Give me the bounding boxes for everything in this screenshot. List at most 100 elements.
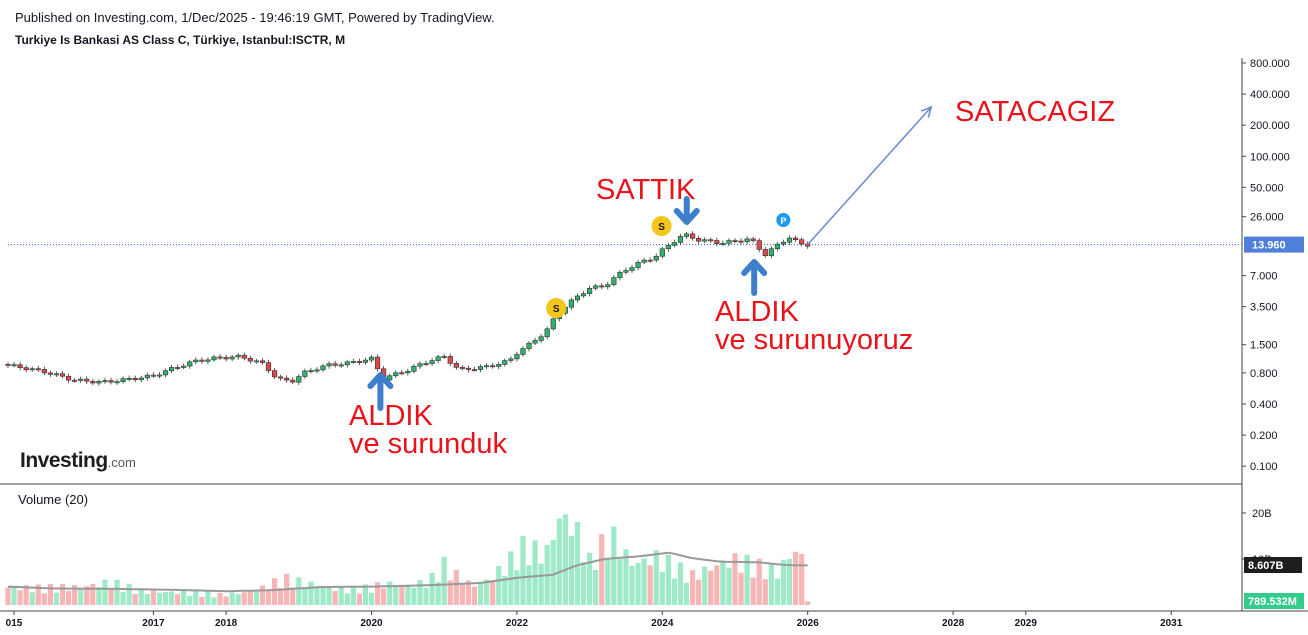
time-tick-label: 015 — [6, 618, 23, 629]
volume-bar — [774, 578, 781, 605]
time-tick-label: 2024 — [651, 618, 674, 629]
volume-bar — [308, 581, 314, 605]
volume-bar — [120, 591, 126, 605]
candle-body — [314, 369, 320, 372]
candle-body — [175, 367, 181, 369]
candle-body — [441, 356, 447, 358]
candle-body — [187, 361, 193, 367]
volume-bar — [259, 585, 266, 605]
candle-body — [41, 369, 47, 374]
candle-body — [538, 336, 544, 341]
volume-bar — [587, 552, 593, 605]
candle-body — [762, 249, 768, 257]
price-tick-label: 100.000 — [1250, 151, 1290, 163]
annotation-aldik-recent: ALDIK — [715, 296, 799, 328]
volume-bar — [374, 582, 381, 605]
volume-bar — [708, 570, 714, 605]
annotation-surunuyoruz: ve surunuyoruz — [715, 324, 914, 356]
candle-body — [150, 374, 157, 377]
candle-body — [278, 376, 284, 379]
candle-body — [284, 377, 290, 381]
candle-body — [90, 380, 96, 384]
candle-body — [665, 245, 671, 250]
volume-title: Volume (20) — [18, 492, 89, 507]
candle-body — [708, 239, 714, 242]
bought-2025-arrow-icon-head — [741, 259, 768, 276]
candle-body — [356, 361, 362, 363]
candle-body — [726, 240, 732, 244]
split-marker-label: S — [553, 304, 560, 315]
candle-body — [217, 356, 223, 359]
candle-body — [241, 354, 247, 359]
volume-bar — [187, 595, 193, 605]
volume-bar — [229, 592, 235, 605]
volume-bar — [296, 577, 302, 605]
volume-bar — [162, 592, 169, 605]
volume-bar — [653, 550, 659, 605]
volume-bar — [223, 596, 229, 605]
candle-body — [774, 243, 781, 250]
time-tick-label: 2017 — [142, 618, 165, 629]
volume-bar — [29, 592, 35, 605]
volume-bar — [193, 590, 199, 605]
volume-bar — [459, 584, 465, 605]
candle-body — [362, 359, 369, 363]
candle-body — [683, 233, 690, 237]
candle-body — [799, 239, 805, 245]
candle-body — [35, 368, 41, 371]
p-marker-icon — [776, 213, 791, 227]
volume-bar — [514, 570, 520, 605]
candle-body — [387, 375, 393, 381]
candle-body — [47, 372, 54, 375]
volume-bar — [447, 580, 453, 605]
volume-bar — [217, 592, 223, 605]
candle-body — [702, 239, 708, 242]
volume-bar — [205, 591, 211, 605]
candle-body — [617, 271, 623, 278]
logo-main: Investing — [20, 449, 108, 472]
candle-body — [744, 238, 750, 243]
candle-body — [265, 362, 272, 371]
candle-body — [586, 288, 593, 294]
price-tick-label: 50.000 — [1250, 182, 1284, 194]
volume-bar — [35, 584, 41, 605]
volume-bar — [235, 594, 241, 605]
candle-body — [271, 370, 278, 378]
candle-body — [102, 380, 108, 383]
annotation-aldik-2020: ALDIK — [349, 400, 433, 432]
candle-body — [235, 354, 241, 358]
split-marker-icon — [546, 298, 567, 318]
volume-bar — [683, 582, 690, 605]
volume-bar — [78, 588, 84, 605]
candle-body — [223, 357, 229, 360]
candle-body — [423, 363, 429, 366]
volume-bar — [550, 540, 556, 605]
candle-body — [296, 376, 302, 383]
candle-body — [114, 381, 120, 384]
price-tick-label: 200.000 — [1250, 120, 1290, 132]
candle-body — [732, 240, 738, 243]
last-price-tag — [1244, 236, 1304, 253]
candle-body — [605, 284, 611, 288]
candle-body — [23, 367, 29, 371]
candle-body — [168, 367, 175, 372]
volume-bar — [611, 526, 617, 605]
candle-body — [138, 377, 144, 381]
volume-bar — [593, 570, 599, 605]
last-price-label: 13.960 — [1252, 240, 1286, 252]
target-arrow-head — [920, 105, 933, 118]
candle-body — [756, 240, 762, 250]
volume-bar — [702, 566, 708, 605]
volume-bar — [538, 563, 544, 605]
candle-body — [368, 356, 375, 361]
volume-bar — [659, 571, 665, 605]
volume-bar — [132, 594, 138, 605]
time-tick-label: 2026 — [797, 618, 820, 629]
candle-body — [641, 259, 647, 263]
volume-bar — [617, 559, 623, 605]
candle-body — [338, 364, 344, 367]
candle-body — [459, 367, 465, 369]
volume-bar — [350, 585, 356, 605]
candles — [5, 231, 811, 386]
